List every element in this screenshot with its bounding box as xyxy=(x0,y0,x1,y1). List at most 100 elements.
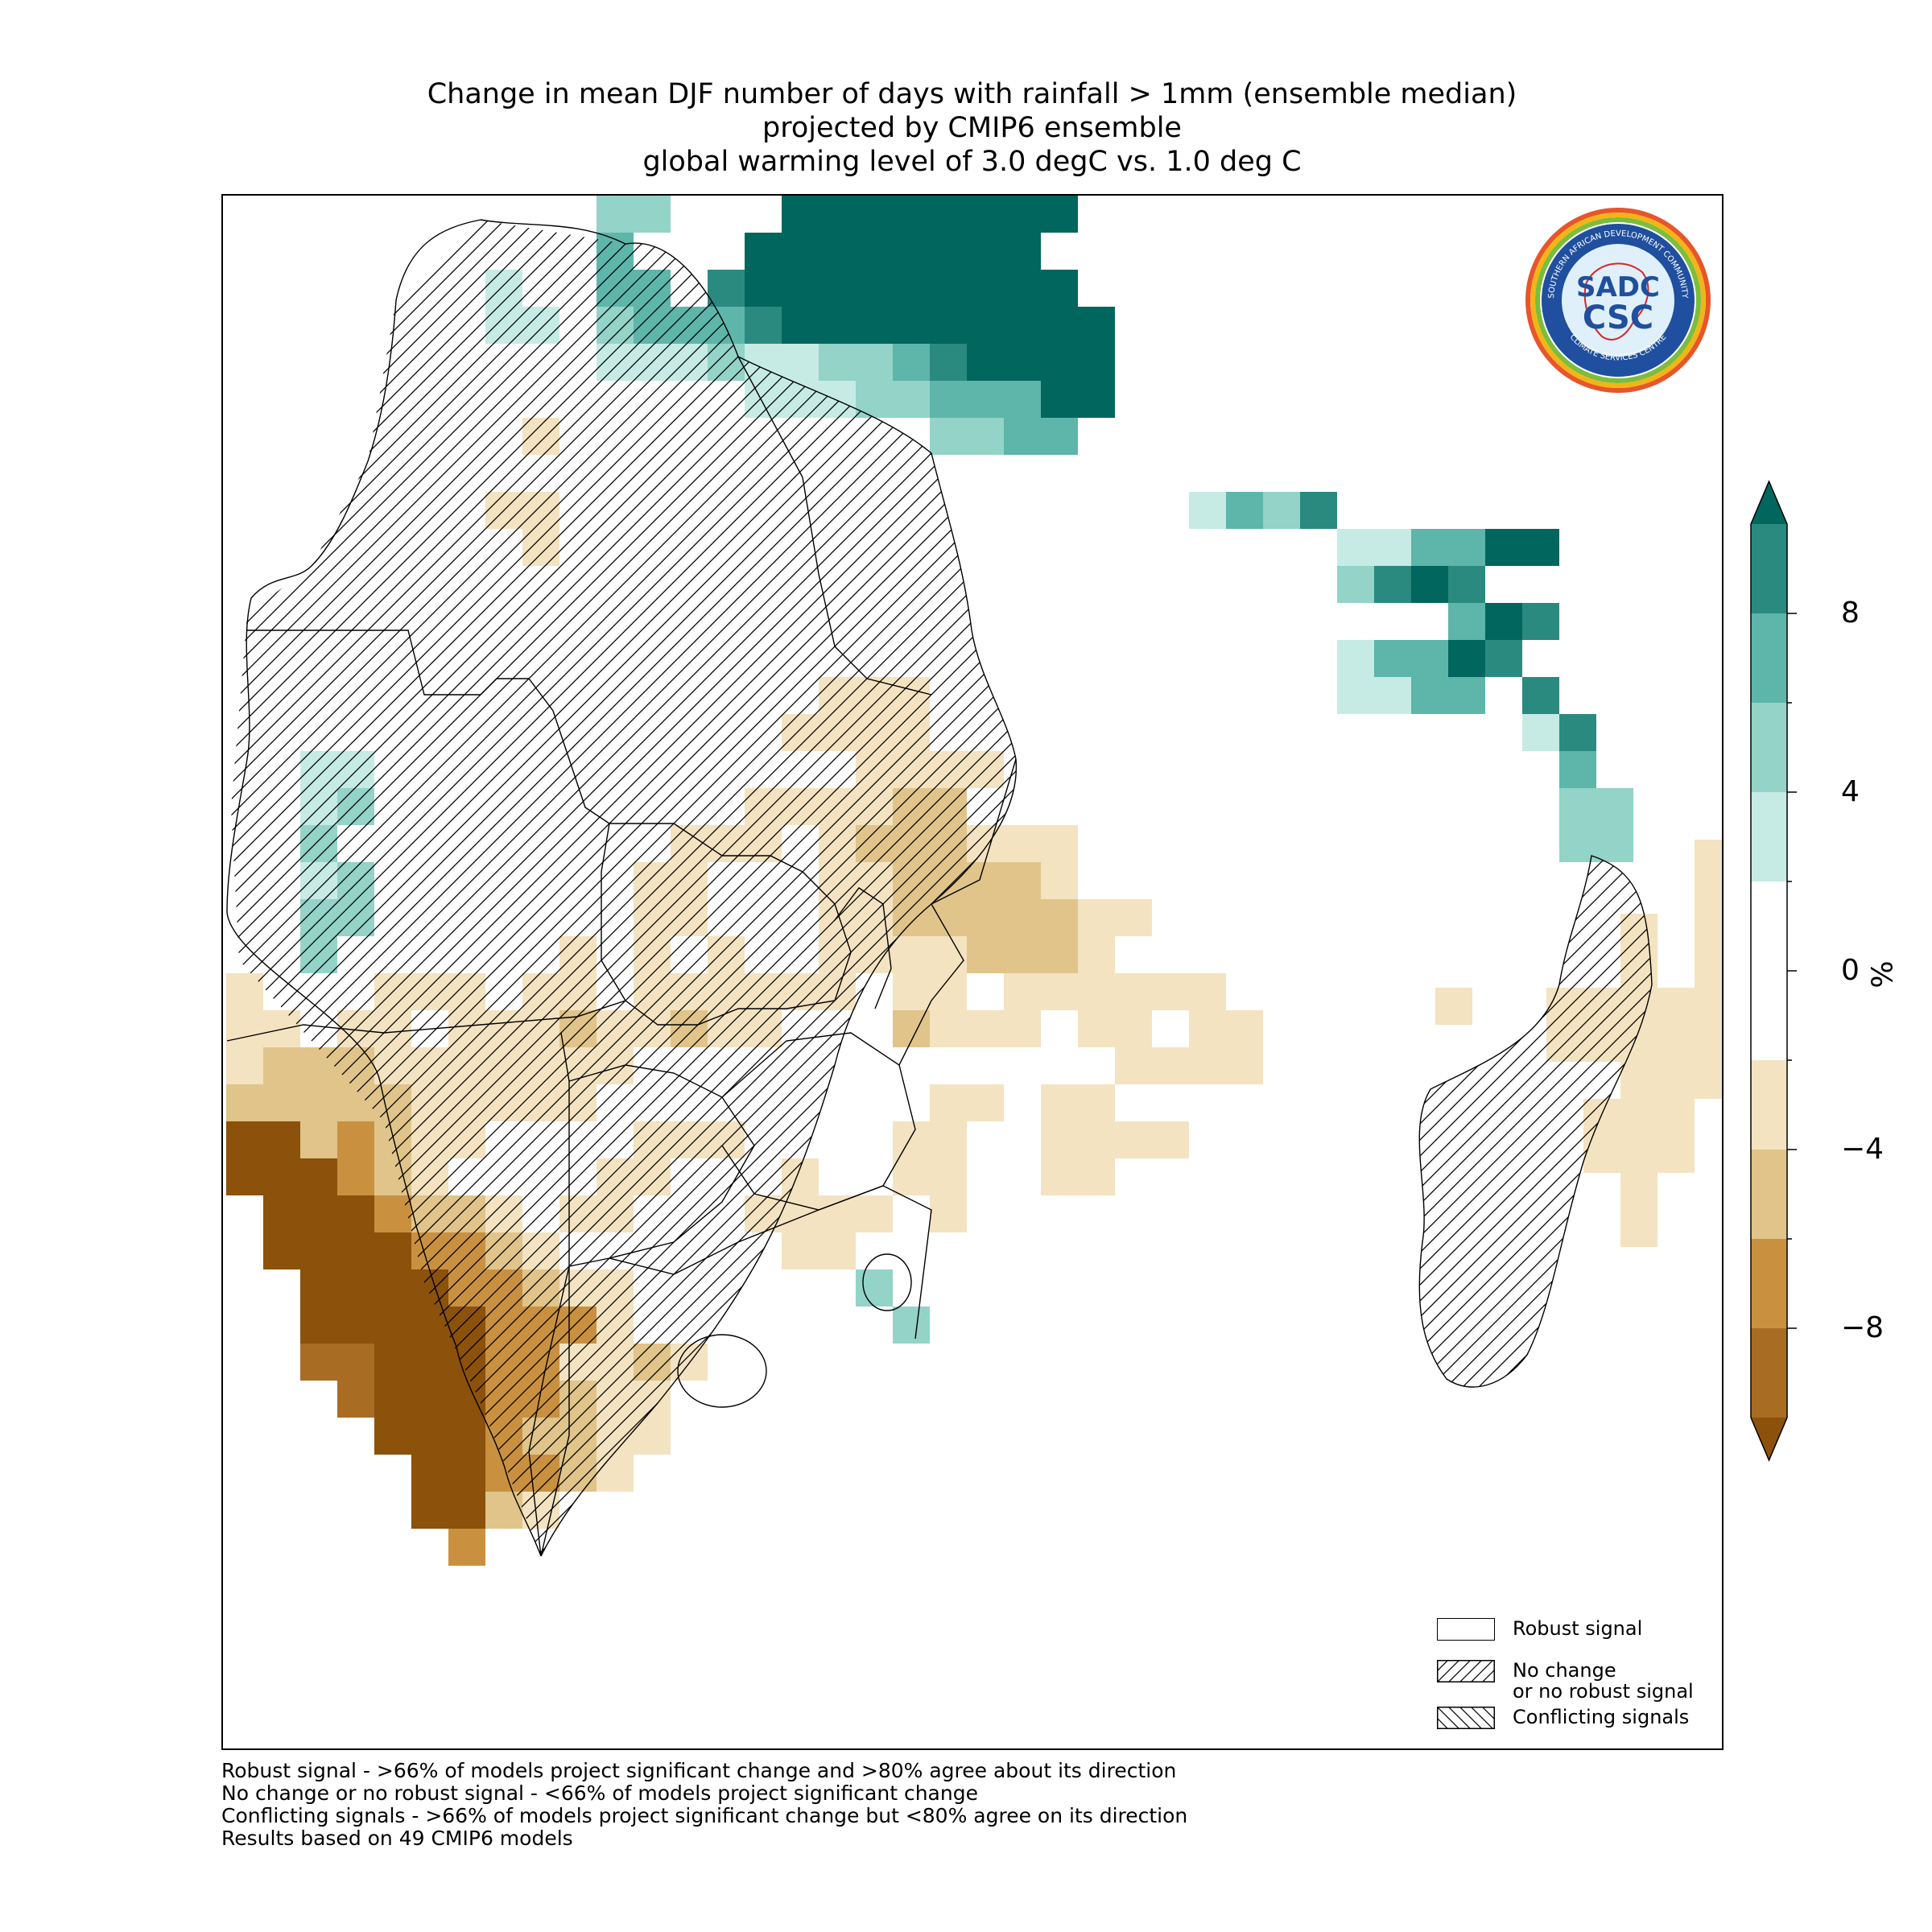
grid-cell xyxy=(1657,1099,1695,1136)
sadc-csc-logo: SADC CSC SOUTHERN AFRICAN DEVELOPMENT CO… xyxy=(1525,208,1711,393)
grid-cell xyxy=(1559,751,1596,788)
grid-cell xyxy=(337,1195,374,1232)
coastline-west xyxy=(226,219,626,1557)
grid-cell xyxy=(930,1010,967,1047)
footnote-model-count: Results based on 49 CMIP6 models xyxy=(221,1827,573,1850)
colorbar-bin xyxy=(1751,613,1787,703)
grid-cell xyxy=(1448,529,1485,566)
grid-cell xyxy=(1152,973,1189,1010)
grid-cell xyxy=(374,1344,411,1381)
grid-cell xyxy=(1448,603,1485,640)
grid-cell xyxy=(856,270,893,307)
grid-cell xyxy=(1620,1173,1657,1210)
grid-cell xyxy=(1115,1121,1152,1158)
grid-cell xyxy=(1337,640,1374,677)
grid-cell xyxy=(448,1529,485,1566)
grid-cell xyxy=(1152,1121,1189,1158)
border-lesotho xyxy=(677,1334,767,1408)
grid-cell xyxy=(967,270,1004,307)
border-zimbabwe xyxy=(721,1032,916,1211)
grid-cell xyxy=(263,1121,300,1158)
grid-cell xyxy=(1004,899,1041,936)
legend-swatch-conflicting xyxy=(1437,1707,1495,1729)
border-namibia-botswana xyxy=(540,1032,570,1557)
grid-cell xyxy=(1041,381,1078,418)
grid-cell xyxy=(967,862,1004,899)
colorbar-bin xyxy=(1751,792,1787,881)
grid-cell xyxy=(1695,988,1722,1025)
no-robust-signal-hatching xyxy=(231,220,1652,1556)
grid-cell xyxy=(1226,492,1263,529)
grid-cell xyxy=(1485,529,1522,566)
map-panel xyxy=(221,194,1724,1750)
chart-title: Change in mean DJF number of days with r… xyxy=(221,77,1723,179)
grid-cell xyxy=(374,1381,411,1418)
grid-cell xyxy=(930,233,967,270)
colorbar-tick-label: −4 xyxy=(1841,1133,1885,1166)
grid-cell xyxy=(1226,1010,1263,1047)
grid-cell xyxy=(263,1047,300,1084)
grid-cell xyxy=(300,1158,337,1195)
grid-cell xyxy=(1485,603,1522,640)
grid-cell xyxy=(967,196,1004,233)
grid-cell xyxy=(1189,1010,1226,1047)
grid-cell xyxy=(1004,381,1041,418)
grid-cell xyxy=(300,1195,337,1232)
grid-cell xyxy=(1411,677,1448,714)
grid-cell xyxy=(226,1121,263,1158)
grid-cell xyxy=(967,344,1004,381)
grid-cell xyxy=(226,1158,263,1195)
grid-cell xyxy=(337,1269,374,1307)
grid-cell xyxy=(782,270,819,307)
grid-cell xyxy=(1041,862,1078,899)
border-botswana xyxy=(568,1064,755,1267)
grid-cell xyxy=(1620,1062,1657,1099)
grid-cell xyxy=(1374,529,1411,566)
grid-cell xyxy=(411,1492,448,1529)
colorbar-tick-label: 8 xyxy=(1841,597,1860,630)
grid-cell xyxy=(1041,936,1078,973)
grid-cell xyxy=(967,307,1004,344)
grid-cell xyxy=(485,1492,522,1529)
title-line-1: Change in mean DJF number of days with r… xyxy=(427,78,1517,110)
grid-cell xyxy=(1004,196,1041,233)
grid-cell xyxy=(1695,1062,1722,1099)
legend-item-robust: Robust signal xyxy=(1437,1618,1642,1644)
grid-cell xyxy=(1596,788,1633,825)
grid-cell xyxy=(1620,1210,1657,1247)
grid-cell xyxy=(1041,1121,1078,1158)
grid-cell xyxy=(1078,1010,1115,1047)
grid-cell xyxy=(1448,677,1485,714)
grid-cell xyxy=(967,1010,1004,1047)
grid-cell xyxy=(1041,899,1078,936)
grid-cell xyxy=(1522,529,1559,566)
grid-cell xyxy=(1620,1136,1657,1173)
grid-cell xyxy=(893,1158,930,1195)
grid-cell xyxy=(1657,1136,1695,1173)
footnote-conflicting: Conflicting signals - >66% of models pro… xyxy=(221,1804,1188,1827)
grid-cell xyxy=(819,1232,856,1269)
grid-cell xyxy=(1522,714,1559,751)
grid-cell xyxy=(1152,1047,1189,1084)
grid-cell xyxy=(1695,1025,1722,1062)
grid-cell xyxy=(930,418,967,455)
grid-cell xyxy=(1374,640,1411,677)
grid-cell xyxy=(1485,640,1522,677)
grid-cell xyxy=(1522,677,1559,714)
colorbar-unit-label: % xyxy=(1866,960,1900,989)
grid-cell xyxy=(930,1084,967,1121)
grid-cell xyxy=(1263,492,1300,529)
grid-cell xyxy=(263,1232,300,1269)
legend-label-conflicting: Conflicting signals xyxy=(1513,1706,1690,1728)
grid-cell xyxy=(856,344,893,381)
colorbar xyxy=(1750,480,1797,1462)
grid-cell xyxy=(1657,1025,1695,1062)
grid-cell xyxy=(1078,936,1115,973)
legend-item-no-change: No change or no robust signal xyxy=(1437,1660,1694,1702)
grid-cell xyxy=(1115,1047,1152,1084)
grid-cell xyxy=(819,1195,856,1232)
grid-cell xyxy=(1115,1010,1152,1047)
hatch-legend: Robust signal No change or no robust sig… xyxy=(1437,1618,1715,1739)
grid-cell xyxy=(930,344,967,381)
grid-cell xyxy=(782,233,819,270)
